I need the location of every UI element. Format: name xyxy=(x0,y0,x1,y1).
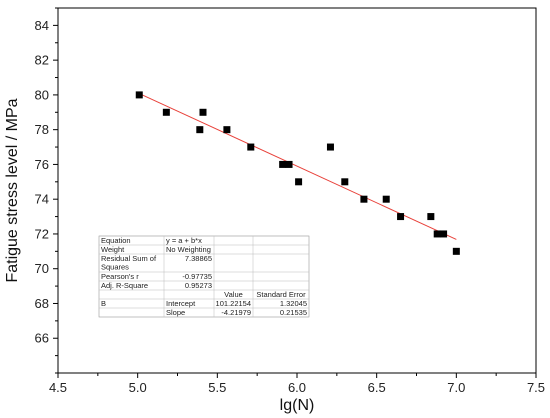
data-point xyxy=(285,160,293,168)
fit-line xyxy=(137,92,457,240)
data-point xyxy=(452,247,460,255)
table-cell: Value xyxy=(224,290,243,299)
fit-statistics-table: Equation y = a + b*x Weight No Weighting Res… xyxy=(98,235,310,318)
y-tick-label: 76 xyxy=(35,157,49,172)
table-cell: Intercept xyxy=(166,299,196,308)
data-point xyxy=(427,213,435,221)
x-tick-label: 7.0 xyxy=(447,380,465,395)
table-cell: 7.38865 xyxy=(185,254,212,263)
data-point xyxy=(326,143,334,151)
y-tick-labels: 66 68 70 72 74 76 78 80 82 84 xyxy=(35,18,49,346)
table-cell: 101.22154 xyxy=(216,299,251,308)
x-tick-label: 7.5 xyxy=(527,380,545,395)
data-point xyxy=(360,195,368,203)
y-tick-label: 84 xyxy=(35,18,49,33)
y-tick-label: 70 xyxy=(35,261,49,276)
table-cell: No Weighting xyxy=(166,245,211,254)
table-cell: Squares xyxy=(101,263,129,272)
data-point xyxy=(295,178,303,186)
table-cell: Equation xyxy=(101,236,131,245)
data-points xyxy=(135,91,460,255)
y-tick-label: 78 xyxy=(35,122,49,137)
data-point xyxy=(162,108,170,116)
data-point xyxy=(247,143,255,151)
x-axis-label: lg(N) xyxy=(280,397,315,414)
x-tick-label: 5.5 xyxy=(208,380,226,395)
data-point xyxy=(199,108,207,116)
y-tick-label: 66 xyxy=(35,331,49,346)
data-point xyxy=(341,178,349,186)
table-cell: Adj. R-Square xyxy=(101,281,148,290)
x-tick-label: 4.5 xyxy=(49,380,67,395)
data-point xyxy=(196,126,204,134)
plot-frame xyxy=(57,7,537,374)
data-point xyxy=(223,126,231,134)
table-cell: Weight xyxy=(101,245,125,254)
table-cell: 0.21535 xyxy=(280,308,307,317)
data-point xyxy=(135,91,143,99)
table-cell: -4.21979 xyxy=(221,308,251,317)
x-tick-label: 5.0 xyxy=(129,380,147,395)
table-cell: B xyxy=(101,299,106,308)
data-point xyxy=(397,213,405,221)
table-cell: Residual Sum of xyxy=(101,254,157,263)
y-tick-label: 72 xyxy=(35,226,49,241)
table-cell: Slope xyxy=(166,308,185,317)
x-tick-labels: 4.5 5.0 5.5 6.0 6.5 7.0 7.5 xyxy=(49,380,545,395)
table-cell: 0.95273 xyxy=(185,281,212,290)
data-point xyxy=(433,230,441,238)
y-axis-label: Fatigue stress level / MPa xyxy=(4,98,21,282)
data-point xyxy=(279,160,287,168)
x-tick-label: 6.0 xyxy=(288,380,306,395)
y-tick-label: 82 xyxy=(35,53,49,68)
table-cell: Pearson's r xyxy=(101,272,139,281)
axis-ticks xyxy=(53,7,537,378)
y-tick-label: 80 xyxy=(35,87,49,102)
data-point xyxy=(382,195,390,203)
table-cell: -0.97735 xyxy=(182,272,212,281)
x-tick-label: 6.5 xyxy=(368,380,386,395)
y-tick-label: 74 xyxy=(35,192,49,207)
y-tick-label: 68 xyxy=(35,296,49,311)
table-cell: Standard Error xyxy=(256,290,306,299)
table-cell: 1.32045 xyxy=(280,299,307,308)
data-point xyxy=(440,230,448,238)
table-cell: y = a + b*x xyxy=(166,236,202,245)
